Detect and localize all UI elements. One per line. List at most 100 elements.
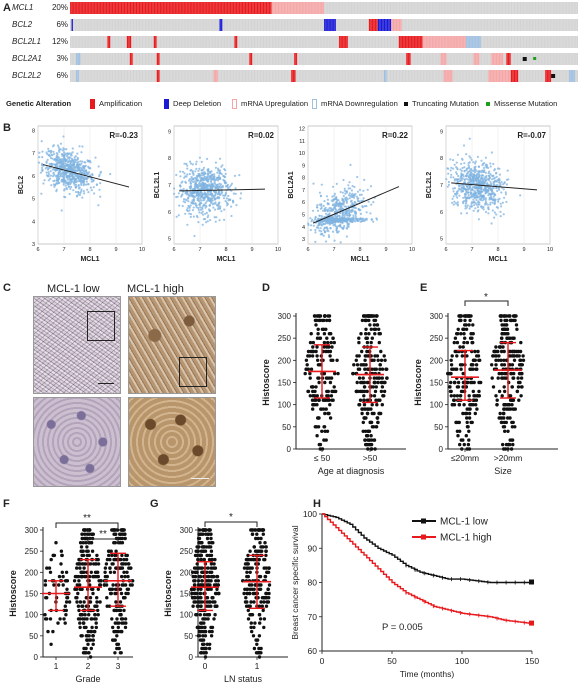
x-tick-label: 7	[198, 247, 201, 253]
data-point	[110, 553, 114, 558]
data-point	[207, 604, 211, 608]
data-point	[267, 583, 272, 587]
data-point	[460, 447, 464, 451]
data-point	[243, 587, 247, 591]
data-point	[315, 354, 319, 358]
data-point	[113, 591, 117, 596]
data-point	[499, 420, 504, 425]
data-point	[191, 604, 195, 608]
data-point	[49, 557, 53, 562]
scatter-point	[74, 190, 78, 194]
data-point	[503, 403, 507, 407]
data-point	[310, 398, 315, 402]
data-point	[196, 634, 201, 638]
data-point	[453, 380, 457, 385]
scatter-point	[56, 144, 60, 147]
data-point	[516, 385, 521, 389]
data-point	[251, 634, 256, 638]
data-point	[367, 407, 371, 411]
scatter-point	[179, 175, 182, 178]
data-point	[359, 332, 363, 336]
data-point	[467, 447, 472, 451]
data-point	[460, 354, 464, 358]
data-point	[456, 327, 460, 331]
scatter-point	[79, 170, 82, 173]
data-point	[304, 367, 309, 371]
x-axis-label: Grade	[75, 674, 100, 684]
y-tick-label: 200	[278, 356, 292, 365]
data-point	[198, 629, 202, 634]
data-point	[256, 549, 260, 553]
data-point	[61, 574, 65, 579]
data-point	[84, 541, 88, 545]
data-point	[369, 327, 373, 331]
data-point	[491, 385, 496, 389]
y-tick-label: 4	[32, 219, 35, 225]
data-point	[474, 363, 479, 367]
data-point	[44, 596, 48, 600]
x-tick-label: 1	[255, 661, 260, 671]
data-point	[326, 389, 330, 394]
data-point	[379, 389, 384, 394]
data-point	[354, 358, 358, 362]
data-point	[43, 613, 47, 617]
scatter-point	[70, 157, 73, 160]
data-point	[202, 625, 207, 630]
scatter-point	[203, 175, 206, 178]
data-point	[208, 570, 212, 574]
data-point	[115, 621, 120, 625]
data-point	[121, 596, 126, 600]
data-point	[264, 549, 268, 553]
data-point	[500, 416, 504, 420]
scatter-point	[222, 194, 225, 197]
scatter-point	[66, 152, 69, 155]
data-point	[209, 634, 214, 638]
data-point	[258, 587, 263, 591]
data-point	[85, 617, 89, 621]
data-point	[473, 358, 477, 362]
data-point	[250, 629, 254, 634]
data-point	[207, 587, 211, 591]
data-point	[383, 380, 387, 385]
scatter-point	[47, 154, 50, 157]
data-point	[51, 629, 55, 634]
data-point	[379, 380, 383, 385]
scatter-point	[69, 187, 72, 190]
scatter-point	[88, 159, 92, 162]
data-point	[328, 416, 333, 420]
data-point	[255, 642, 259, 646]
data-point	[332, 385, 336, 389]
data-point	[310, 354, 315, 358]
x-tick-label: 2	[86, 661, 91, 671]
oncoprint-alteration	[377, 19, 392, 31]
data-point	[85, 553, 90, 558]
y-tick-label: 150	[430, 379, 444, 388]
data-point	[94, 625, 99, 630]
data-point	[65, 587, 69, 591]
data-point	[108, 566, 112, 570]
data-point	[351, 371, 355, 376]
data-point	[209, 562, 214, 566]
data-point	[119, 557, 123, 562]
data-point	[519, 376, 524, 380]
data-point	[325, 376, 330, 380]
data-point	[499, 318, 503, 323]
data-point	[357, 403, 362, 407]
data-point	[200, 638, 204, 642]
data-point	[67, 600, 72, 604]
data-point	[376, 358, 380, 362]
data-point	[108, 557, 112, 562]
data-point	[448, 389, 453, 394]
scatter-point	[224, 169, 227, 172]
data-point	[199, 549, 204, 553]
data-point	[313, 318, 318, 323]
data-point	[374, 367, 378, 371]
scatter-point	[63, 166, 66, 170]
data-point	[252, 587, 256, 591]
scatter-point	[232, 201, 235, 204]
scatter-point	[40, 166, 44, 169]
data-point	[469, 367, 473, 371]
data-point	[510, 354, 514, 358]
scatter-point	[41, 169, 44, 172]
data-point	[261, 528, 266, 532]
